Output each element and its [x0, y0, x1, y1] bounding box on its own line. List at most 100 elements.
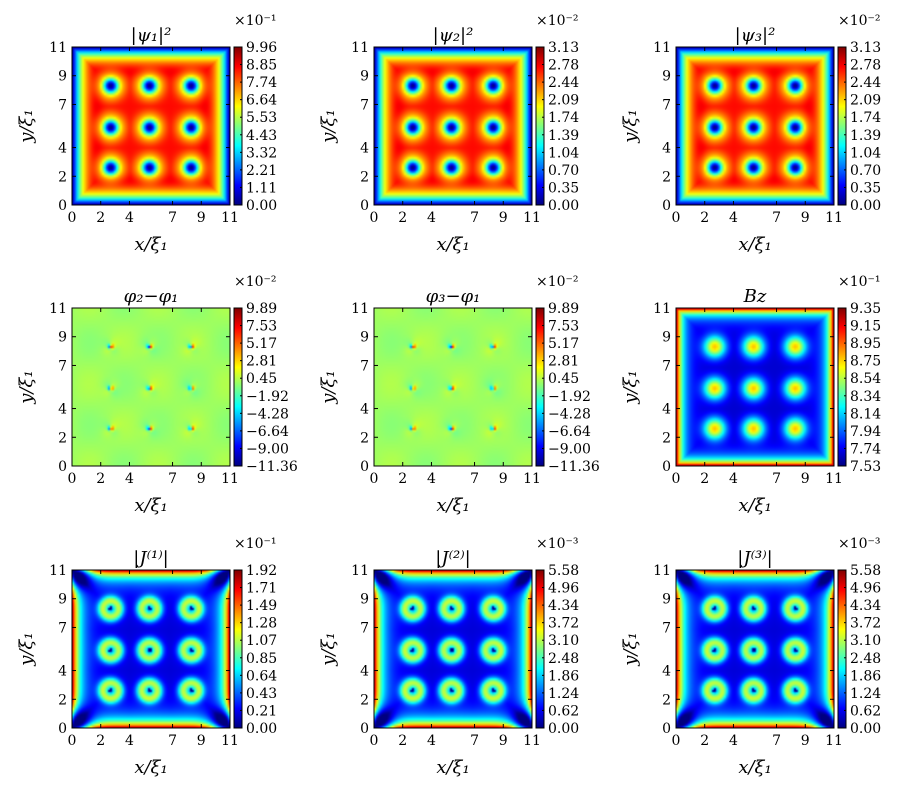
x-tick-label: 4 — [427, 471, 436, 487]
y-tick-label: 0 — [58, 721, 67, 737]
y-axis-label: y/ξ₁ — [16, 109, 37, 143]
colorbar-tick-label: 1.11 — [246, 180, 277, 196]
y-tick-label: 9 — [360, 592, 369, 608]
x-tick-label: 11 — [523, 210, 541, 226]
x-tick-label: 11 — [825, 210, 843, 226]
y-tick-label: 2 — [360, 430, 369, 446]
colorbar-tick-label: 0.45 — [246, 371, 277, 387]
colorbar-tick-label: 2.09 — [548, 93, 579, 109]
x-tick-label: 2 — [398, 733, 407, 749]
colorbar-tick-label: 0.35 — [850, 180, 881, 196]
x-tick-label: 7 — [470, 471, 479, 487]
colorbar-multiplier: ×10⁻² — [536, 13, 579, 29]
colorbar-tick-label: 1.86 — [850, 668, 881, 684]
colorbar-tick-label: 8.75 — [850, 354, 881, 370]
x-axis-label: x/ξ₁ — [738, 757, 771, 778]
colorbar-tick-label: 4.43 — [246, 128, 277, 144]
colorbar-multiplier: ×10⁻³ — [536, 536, 579, 552]
x-axis-label: x/ξ₁ — [134, 757, 167, 778]
colorbar-tick-label: 1.24 — [850, 686, 881, 702]
heatmap-image — [374, 308, 532, 466]
x-tick-label: 2 — [398, 471, 407, 487]
x-tick-label: 11 — [825, 733, 843, 749]
x-tick-label: 4 — [125, 210, 134, 226]
plot-frame — [675, 569, 835, 729]
subplot-1: |ψ₁|² 0 2 4 7 9 11 0 2 4 7 9 11 x/ξ₁ y/ξ₁ 9.96 8.857.74 6… — [16, 13, 277, 255]
colorbar-tick-label: 1.71 — [246, 581, 277, 597]
colorbar-multiplier: ×10⁻¹ — [838, 274, 881, 290]
heatmap-image — [676, 308, 834, 466]
x-axis-label: x/ξ₁ — [738, 495, 771, 516]
colorbar-tick-label: −1.92 — [246, 389, 289, 405]
y-tick-label: 7 — [360, 620, 369, 636]
x-tick-label: 9 — [499, 210, 508, 226]
colorbar-tick-label: 1.86 — [548, 668, 579, 684]
colorbar — [535, 307, 545, 467]
colorbar-tick-label: 2.09 — [850, 93, 881, 109]
x-tick-label: 4 — [427, 210, 436, 226]
subplot-title: |J⁽³⁾| — [737, 548, 772, 569]
colorbar-tick-label: 9.96 — [246, 40, 277, 56]
colorbar-tick-label: 0.00 — [246, 198, 277, 214]
y-tick-label: 7 — [662, 97, 671, 113]
plot-frame — [71, 46, 231, 206]
subplot-title: |ψ₁|² — [131, 25, 172, 46]
y-tick-label: 4 — [58, 141, 67, 157]
y-tick-label: 0 — [662, 459, 671, 475]
y-tick-label: 2 — [58, 692, 67, 708]
plot-frame — [71, 307, 231, 467]
colorbar-multiplier: ×10⁻¹ — [234, 13, 277, 29]
x-tick-label: 0 — [370, 210, 379, 226]
x-tick-label: 11 — [523, 471, 541, 487]
colorbar-tick-label: 1.39 — [548, 128, 579, 144]
x-tick-label: 0 — [68, 733, 77, 749]
subplot-title: |ψ₃|² — [735, 25, 776, 46]
colorbar-tick-label: 1.74 — [850, 110, 881, 126]
colorbar — [837, 46, 847, 206]
y-axis-label: y/ξ₁ — [620, 109, 641, 143]
colorbar — [233, 46, 243, 206]
colorbar-tick-label: 9.89 — [246, 301, 277, 317]
y-tick-label: 4 — [58, 664, 67, 680]
plot-frame — [373, 307, 533, 467]
colorbar-tick-label: 1.04 — [548, 145, 579, 161]
subplot-title: |J⁽²⁾| — [435, 548, 470, 569]
colorbar-tick-label: 9.15 — [850, 319, 881, 335]
y-tick-label: 2 — [662, 430, 671, 446]
y-tick-label: 11 — [49, 563, 67, 579]
colorbar-tick-label: 5.58 — [850, 563, 881, 579]
colorbar — [233, 569, 243, 729]
colorbar-tick-label: −11.36 — [548, 459, 600, 475]
colorbar-tick-label: 0.85 — [246, 651, 277, 667]
colorbar-tick-label: 2.78 — [548, 58, 579, 74]
subplot-9: |J⁽³⁾| 0 2 4 7 9 11 0 2 4 7 9 11 x/ξ₁ y/ξ₁ 5.58 4.964.34… — [620, 536, 881, 778]
colorbar-tick-label: −1.92 — [548, 389, 591, 405]
x-tick-label: 9 — [801, 210, 810, 226]
colorbar-tick-label: 0.00 — [850, 198, 881, 214]
colorbar-tick-label: 2.44 — [850, 75, 881, 91]
y-tick-label: 9 — [662, 69, 671, 85]
y-tick-label: 0 — [58, 459, 67, 475]
colorbar-tick-label: 7.53 — [548, 319, 579, 335]
colorbar-tick-label: 2.81 — [548, 354, 579, 370]
colorbar-tick-label: 2.48 — [850, 651, 881, 667]
x-tick-label: 7 — [772, 733, 781, 749]
colorbar-tick-label: 8.14 — [850, 406, 881, 422]
subplot-title: φ₃−φ₁ — [426, 286, 481, 307]
colorbar-tick-label: −4.28 — [246, 406, 289, 422]
colorbar-tick-label: 3.10 — [850, 633, 881, 649]
y-tick-label: 11 — [351, 40, 369, 56]
y-tick-label: 9 — [58, 330, 67, 346]
colorbar-tick-label: 6.64 — [246, 93, 277, 109]
y-tick-label: 0 — [360, 198, 369, 214]
y-axis-label: y/ξ₁ — [16, 370, 37, 404]
colorbar — [535, 569, 545, 729]
colorbar — [535, 46, 545, 206]
colorbar-tick-label: −6.64 — [246, 424, 289, 440]
colorbar-tick-label: 8.34 — [850, 389, 881, 405]
colorbar-tick-label: 0.62 — [548, 703, 579, 719]
y-tick-label: 9 — [58, 592, 67, 608]
subplot-2: |ψ₂|² 0 2 4 7 9 11 0 2 4 7 9 11 x/ξ₁ y/ξ₁ 3.13 2.782.44 2… — [318, 13, 579, 255]
colorbar-tick-label: −11.36 — [246, 459, 298, 475]
y-tick-label: 11 — [351, 301, 369, 317]
